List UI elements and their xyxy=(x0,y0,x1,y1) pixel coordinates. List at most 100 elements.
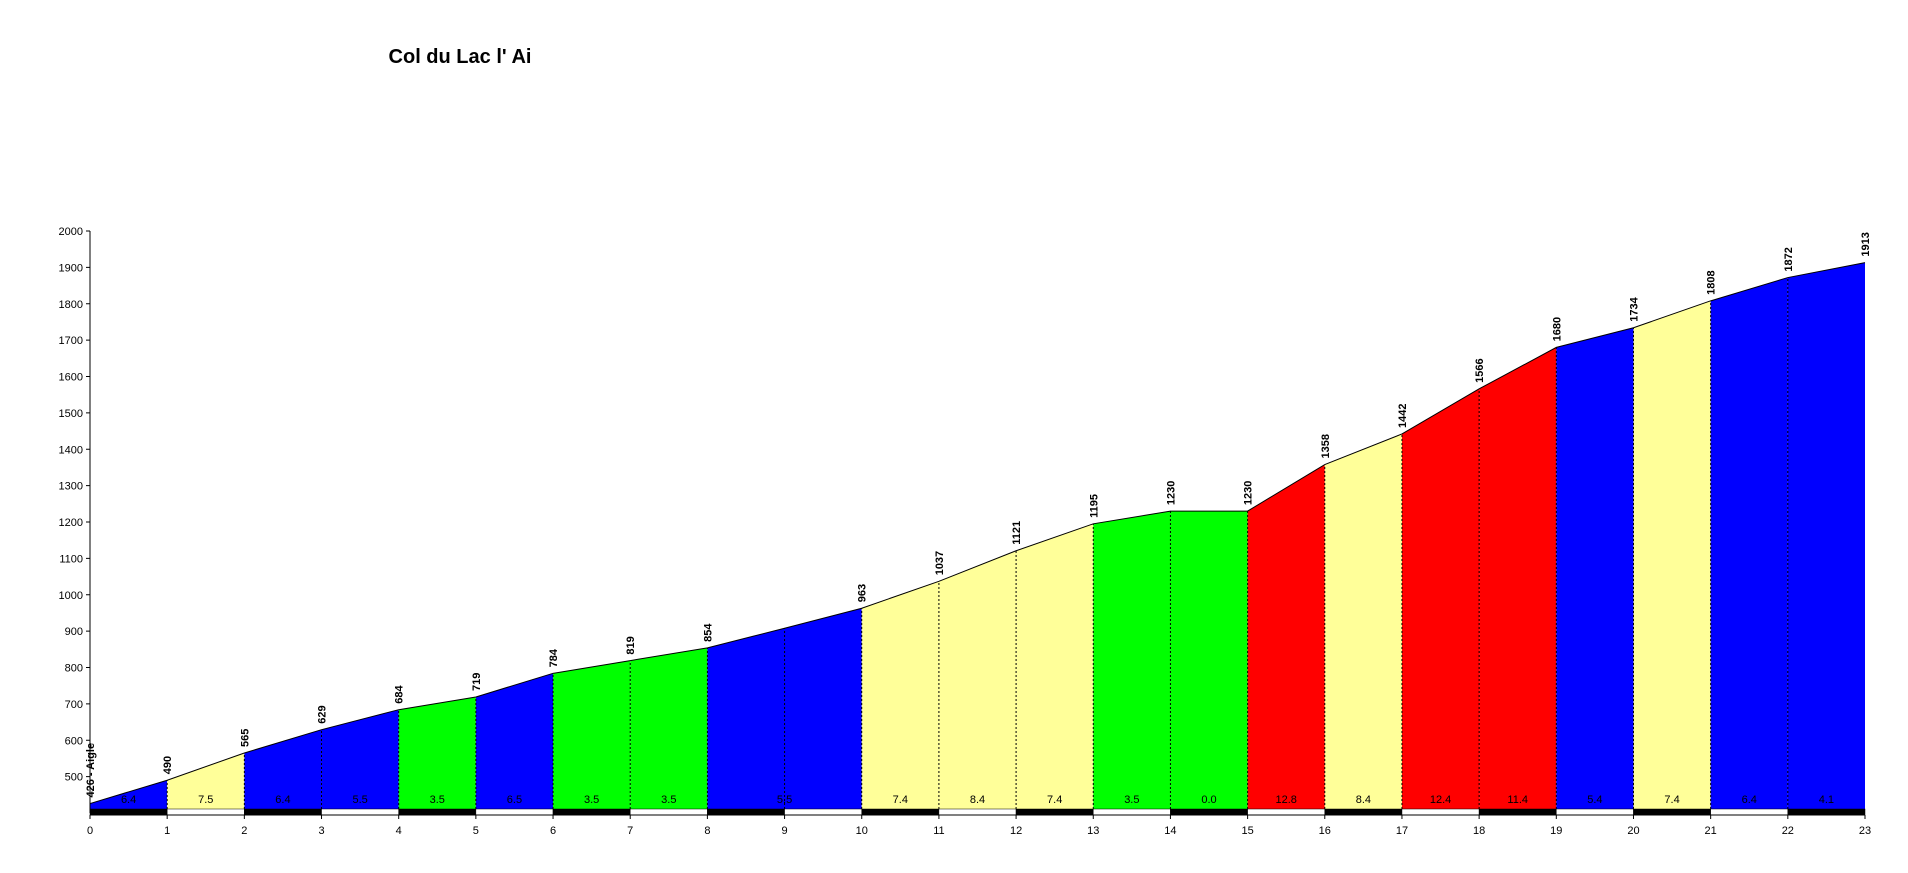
x-tick-label: 4 xyxy=(396,825,402,837)
y-tick-label: 1100 xyxy=(59,553,83,565)
x-tick-label: 22 xyxy=(1782,825,1794,837)
segment xyxy=(1247,464,1325,813)
gradient-label: 7.4 xyxy=(893,794,908,806)
gradient-label: 11.4 xyxy=(1507,794,1528,806)
gradient-label: 7.4 xyxy=(1664,794,1679,806)
y-tick-label: 1000 xyxy=(59,590,83,602)
gradient-label: 8.4 xyxy=(970,794,985,806)
y-tick-label: 1400 xyxy=(59,444,83,456)
x-tick-label: 18 xyxy=(1473,825,1485,837)
gradient-label: 7.5 xyxy=(198,794,213,806)
gradient-label: 3.5 xyxy=(661,794,676,806)
x-tick-label: 14 xyxy=(1164,825,1176,837)
segment xyxy=(1556,327,1634,813)
x-tick-label: 15 xyxy=(1241,825,1253,837)
gradient-label: 5.4 xyxy=(1587,794,1602,806)
elevation-label: 1121 xyxy=(1011,521,1023,545)
gradient-label: 3.5 xyxy=(430,794,445,806)
elevation-label: 963 xyxy=(857,584,869,602)
x-tick-label: 12 xyxy=(1010,825,1022,837)
gradient-label: 4.1 xyxy=(1819,794,1834,806)
y-tick-label: 2000 xyxy=(59,226,83,238)
segment xyxy=(1093,511,1171,813)
gradient-label: 12.4 xyxy=(1430,794,1451,806)
elevation-label: 1808 xyxy=(1706,270,1718,294)
x-tick-label: 9 xyxy=(782,825,788,837)
gradient-label: 8.4 xyxy=(1356,794,1371,806)
chart-title: Col du Lac l' Ai xyxy=(389,46,532,68)
x-tick-label: 10 xyxy=(856,825,868,837)
segment xyxy=(1787,262,1865,813)
y-tick-label: 600 xyxy=(65,735,83,747)
gradient-label: 6.4 xyxy=(275,794,290,806)
gradient-label: 12.8 xyxy=(1275,794,1296,806)
segment xyxy=(1633,300,1711,814)
x-tick-label: 23 xyxy=(1859,825,1871,837)
x-tick-label: 3 xyxy=(318,825,324,837)
x-tick-label: 19 xyxy=(1550,825,1562,837)
x-tick-label: 6 xyxy=(550,825,556,837)
elevation-label: 1872 xyxy=(1783,247,1795,271)
x-tick-label: 13 xyxy=(1087,825,1099,837)
km-strip xyxy=(244,808,322,816)
gradient-label: 6.5 xyxy=(507,794,522,806)
y-tick-label: 1300 xyxy=(59,481,83,493)
y-tick-label: 1500 xyxy=(59,408,83,420)
segment xyxy=(244,729,322,813)
segment xyxy=(630,647,708,813)
x-tick-label: 0 xyxy=(87,825,93,837)
elevation-label: 784 xyxy=(548,648,560,667)
elevation-label: 1680 xyxy=(1551,317,1563,341)
km-strip xyxy=(1556,808,1634,816)
km-strip xyxy=(1015,808,1094,816)
y-tick-label: 1800 xyxy=(59,299,83,311)
segment xyxy=(938,550,1017,813)
y-tick-label: 900 xyxy=(65,626,83,638)
x-tick-label: 8 xyxy=(704,825,710,837)
elevation-label: 1566 xyxy=(1474,358,1486,382)
km-strip xyxy=(629,808,708,816)
elevation-label: 854 xyxy=(702,623,714,642)
elevation-label: 1230 xyxy=(1165,481,1177,505)
elevation-label: 819 xyxy=(625,636,637,654)
x-tick-label: 2 xyxy=(241,825,247,837)
segment xyxy=(1479,347,1557,813)
gradient-label: 6.4 xyxy=(121,794,136,806)
elevation-label: 1037 xyxy=(934,551,946,575)
km-strip xyxy=(398,808,477,816)
elevation-label: 1734 xyxy=(1628,296,1640,321)
gradient-label: 3.5 xyxy=(584,794,599,806)
km-strip xyxy=(1787,808,1866,816)
elevation-label: 1195 xyxy=(1088,494,1100,518)
gradient-label: 7.4 xyxy=(1047,794,1062,806)
x-tick-label: 17 xyxy=(1396,825,1408,837)
km-strip xyxy=(861,808,940,816)
segment xyxy=(1710,277,1788,813)
x-tick-label: 16 xyxy=(1319,825,1331,837)
segment xyxy=(1401,388,1480,813)
profile-line xyxy=(89,262,1866,805)
x-tick-label: 7 xyxy=(627,825,633,837)
y-tick-label: 500 xyxy=(65,772,83,784)
km-strip xyxy=(938,808,1017,816)
elevation-label: 1230 xyxy=(1243,481,1255,505)
km-strip xyxy=(1710,808,1789,816)
x-tick-label: 1 xyxy=(164,825,170,837)
segment xyxy=(398,696,476,813)
x-tick-label: 5 xyxy=(473,825,479,837)
y-tick-label: 700 xyxy=(65,699,83,711)
km-strip xyxy=(475,808,554,816)
km-strip xyxy=(1324,808,1403,816)
km-strip xyxy=(166,808,245,816)
elevation-label: 1358 xyxy=(1320,434,1332,458)
km-strip xyxy=(1093,808,1171,816)
segment xyxy=(1170,511,1248,813)
segment xyxy=(167,752,245,813)
segment xyxy=(861,581,939,813)
gradient-label: 6.4 xyxy=(1742,794,1757,806)
elevation-label: 1913 xyxy=(1860,232,1872,256)
segment xyxy=(707,608,862,813)
segment xyxy=(475,673,554,813)
elevation-label: 426 - Aigle xyxy=(85,743,97,798)
